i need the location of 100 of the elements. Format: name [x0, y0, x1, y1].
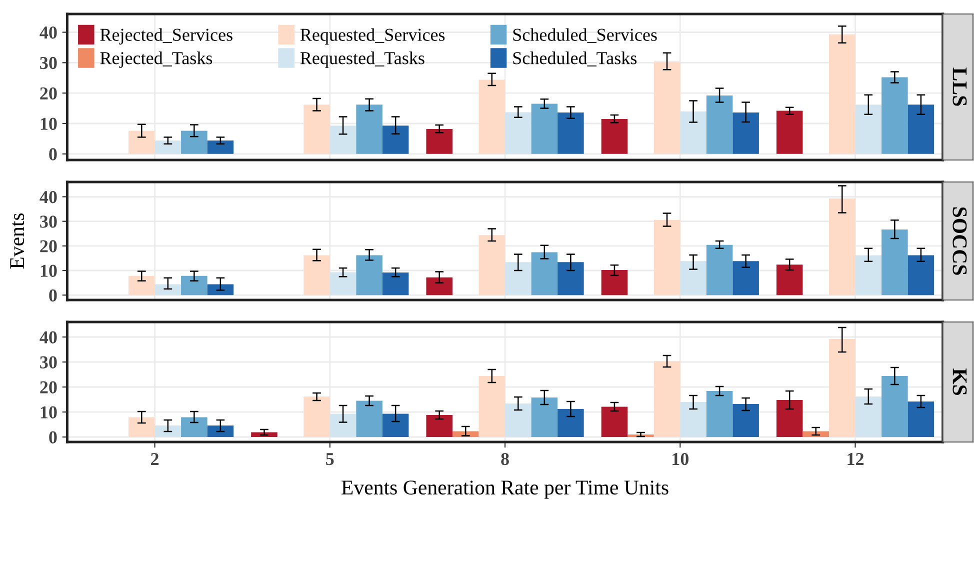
bar — [478, 376, 506, 437]
bar — [304, 255, 330, 296]
x-tick-label: 5 — [326, 453, 334, 466]
legend-label: Requested_Services — [300, 28, 445, 45]
y-tick-label: 20 — [40, 381, 57, 394]
bar — [706, 96, 733, 154]
bar — [908, 402, 934, 437]
bar — [882, 229, 908, 296]
bar — [855, 255, 882, 296]
y-tick-label: 30 — [40, 216, 57, 228]
bar — [207, 284, 234, 296]
bar — [330, 126, 356, 154]
bar — [531, 398, 558, 437]
bar — [426, 128, 452, 154]
bar — [154, 284, 182, 296]
bar — [304, 104, 330, 154]
bar — [732, 112, 759, 154]
bar — [855, 396, 882, 437]
bar — [654, 220, 680, 296]
bar — [680, 402, 706, 437]
y-tick-label: 10 — [40, 406, 57, 418]
bar — [908, 255, 934, 296]
bar — [558, 409, 584, 437]
bar — [601, 406, 628, 437]
bar — [531, 252, 558, 296]
bar — [181, 130, 208, 154]
bar — [505, 404, 532, 437]
bar — [478, 235, 506, 296]
bar — [382, 414, 409, 437]
bar — [154, 426, 182, 437]
bar — [128, 130, 155, 154]
bar — [531, 104, 558, 154]
bar — [505, 262, 532, 296]
bar — [356, 104, 382, 154]
bar — [207, 426, 234, 437]
bar — [654, 361, 680, 437]
bar — [776, 400, 803, 437]
x-axis-title: Events Generation Rate per Time Units — [342, 480, 668, 499]
bar — [680, 261, 706, 296]
y-tick-label: 40 — [40, 26, 57, 39]
legend-label: Scheduled_Tasks — [513, 52, 637, 66]
y-tick-label: 0 — [49, 431, 57, 444]
bar — [330, 272, 356, 296]
bar — [776, 110, 803, 154]
text: SOCCS — [952, 207, 967, 275]
bar — [505, 112, 532, 154]
bar — [829, 34, 856, 154]
bar — [356, 255, 382, 296]
bar — [829, 198, 856, 296]
bar — [776, 264, 803, 296]
bar — [706, 391, 733, 437]
bar — [426, 277, 452, 296]
bar — [558, 112, 584, 154]
text: LLS — [952, 68, 967, 106]
bar — [855, 104, 882, 154]
bar — [207, 140, 234, 154]
y-axis-title: Events — [10, 213, 24, 269]
bar — [382, 272, 409, 296]
bar — [356, 400, 382, 437]
y-tick-label: 10 — [40, 264, 57, 277]
x-tick-label: 8 — [501, 452, 509, 466]
legend-label: Rejected_Tasks — [100, 52, 212, 68]
bar — [558, 262, 584, 296]
bar — [304, 396, 330, 437]
x-tick-label: 12 — [848, 452, 864, 465]
y-tick-label: 20 — [40, 87, 57, 100]
bar — [732, 404, 759, 437]
bar — [829, 339, 856, 437]
bar — [154, 140, 182, 154]
text: KS — [952, 368, 967, 396]
y-tick-label: 10 — [40, 118, 57, 130]
x-tick-label: 10 — [672, 452, 688, 466]
bar — [128, 417, 155, 437]
y-tick-label: 40 — [40, 331, 57, 344]
bar — [382, 126, 409, 154]
y-tick-label: 0 — [49, 289, 57, 302]
bar — [251, 432, 278, 437]
bar — [601, 118, 628, 154]
x-tick-label: 2 — [151, 452, 159, 465]
bar — [654, 61, 680, 154]
bar — [680, 111, 706, 154]
bar — [706, 244, 733, 296]
bar — [908, 104, 934, 154]
bar — [426, 415, 452, 437]
bar — [128, 276, 155, 296]
bar — [601, 270, 628, 296]
bar — [802, 431, 829, 437]
y-tick-label: 30 — [40, 356, 57, 368]
y-tick-label: 40 — [40, 191, 57, 204]
bar — [330, 414, 356, 437]
bar — [882, 376, 908, 437]
legend-label: Requested_Tasks — [300, 52, 424, 68]
y-tick-label: 30 — [40, 56, 57, 70]
bar — [181, 276, 208, 296]
bar — [882, 77, 908, 154]
bar — [181, 417, 208, 437]
bar — [732, 261, 759, 296]
legend-label: Rejected_Services — [100, 28, 232, 45]
legend-label: Scheduled_Services — [513, 28, 657, 44]
y-tick-label: 0 — [49, 148, 57, 160]
